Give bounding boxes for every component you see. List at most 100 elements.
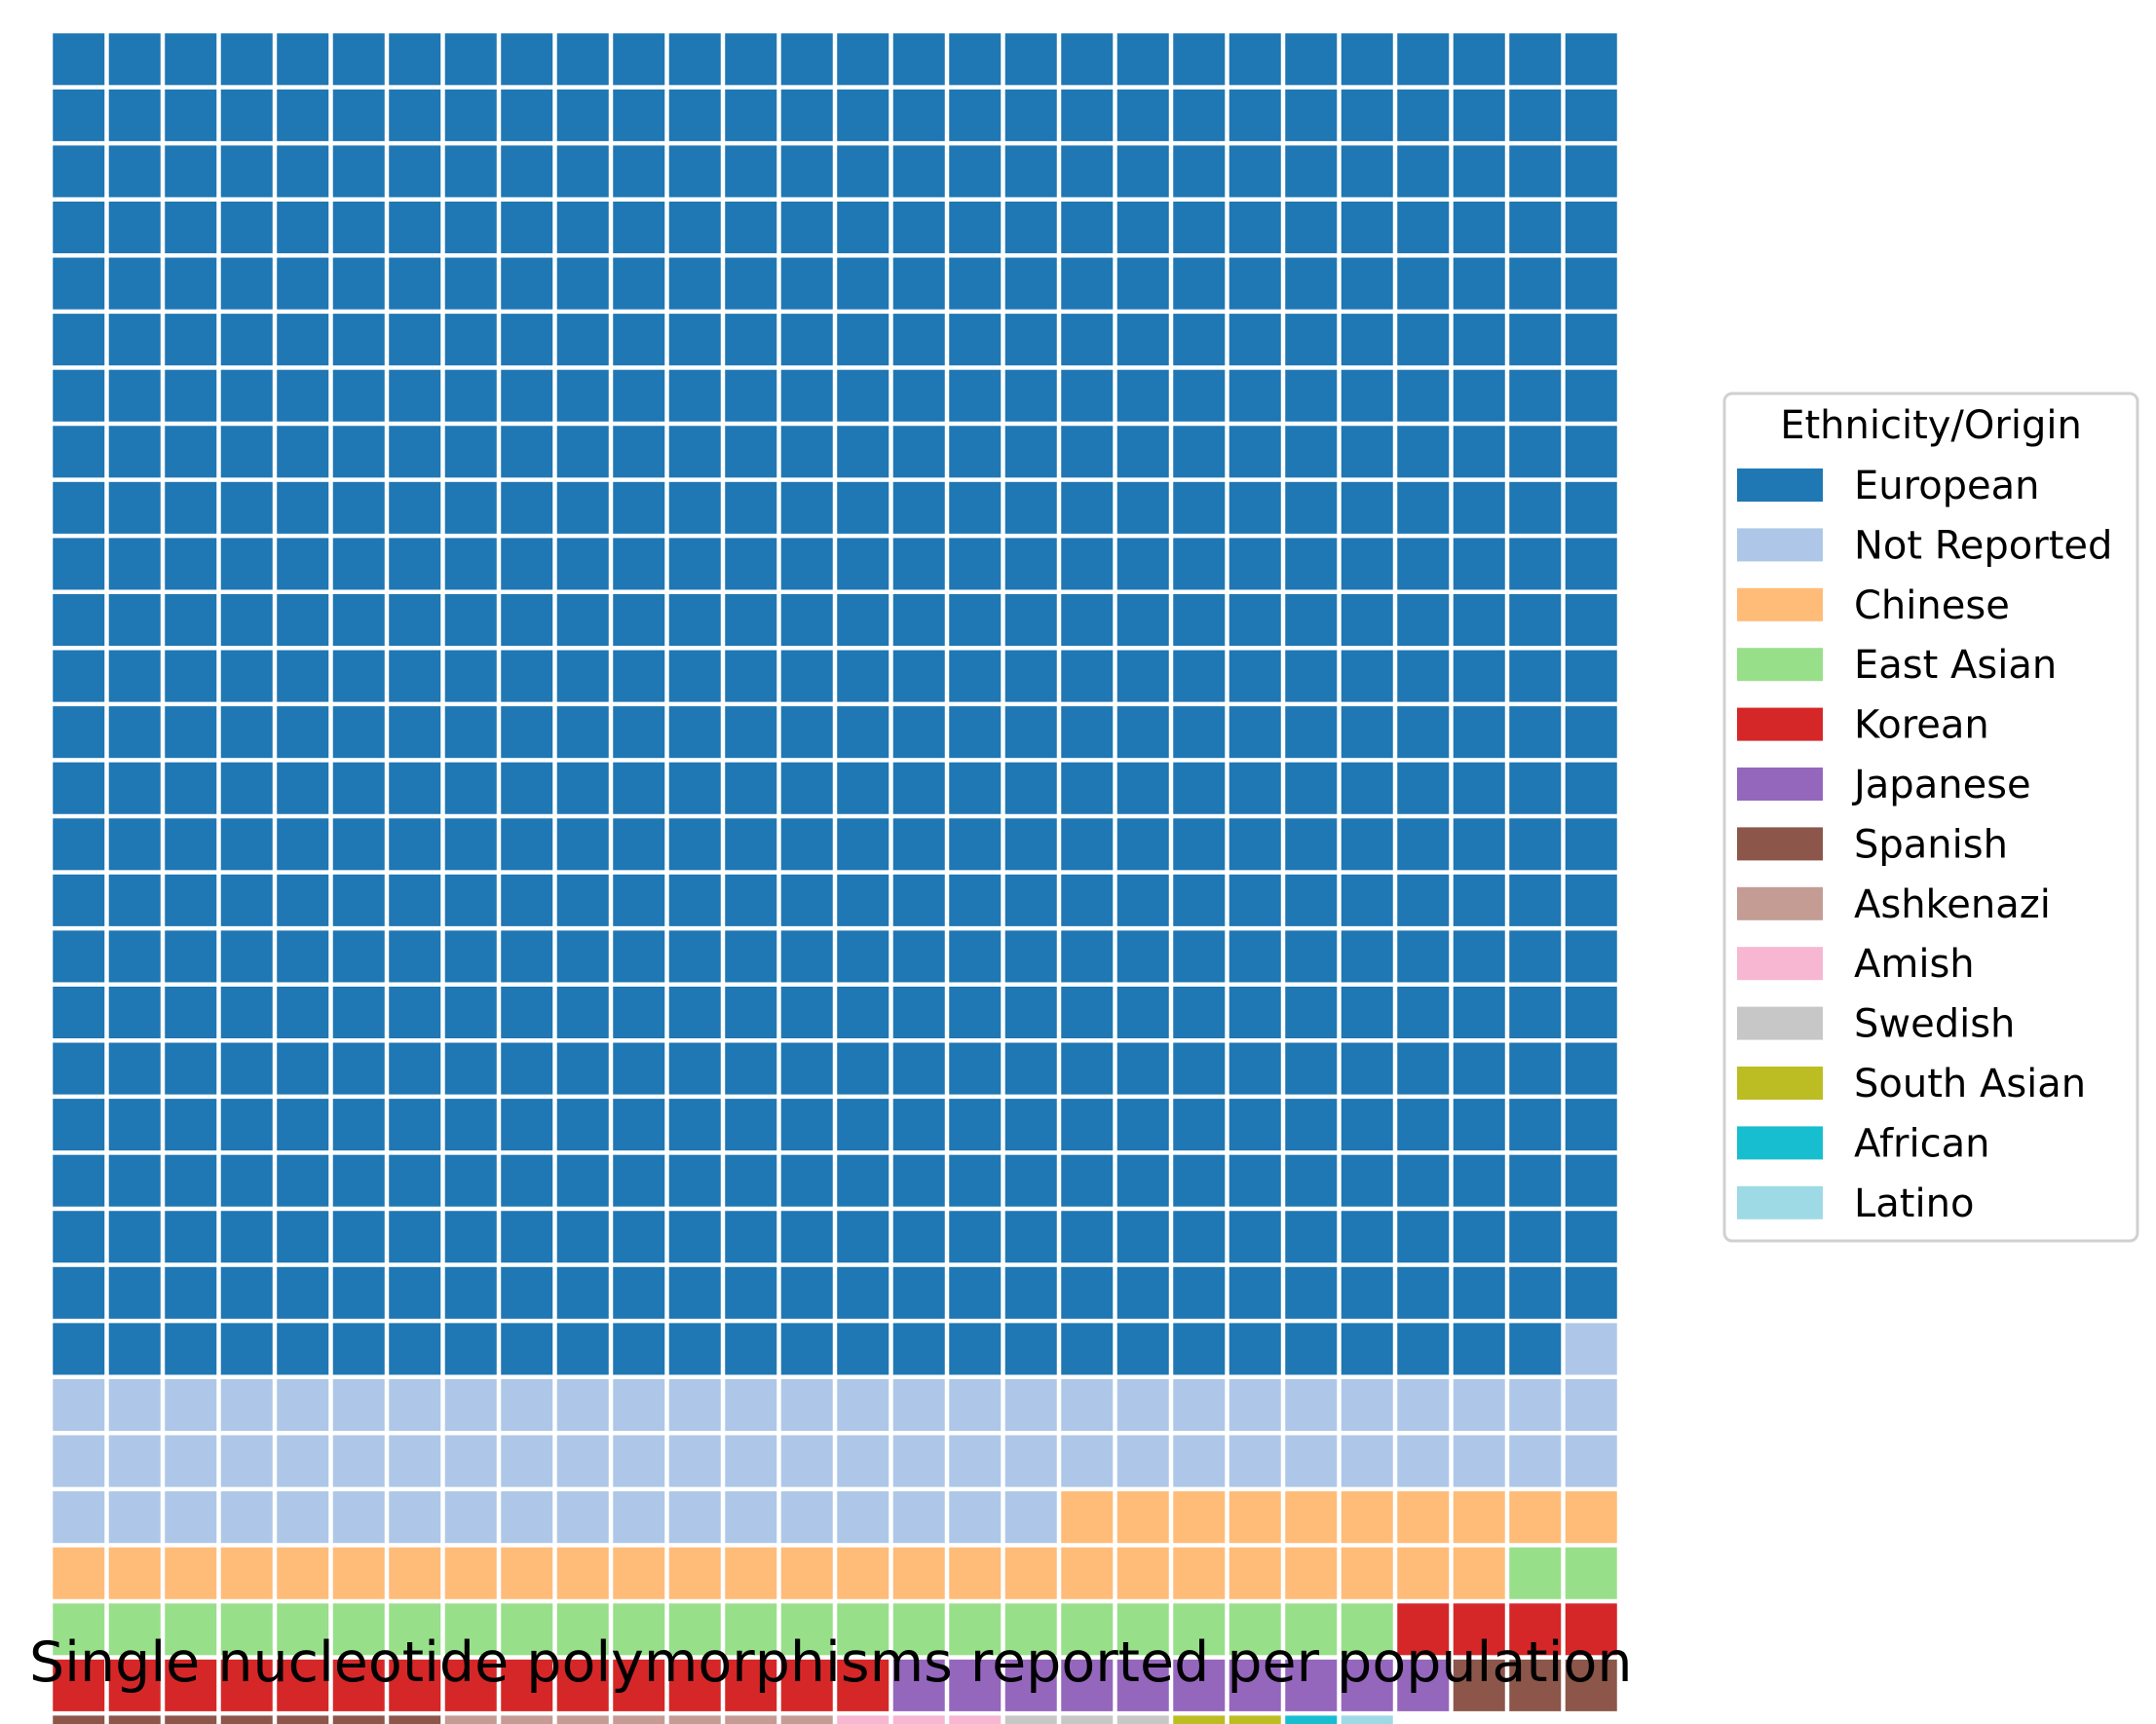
waffle-cell-korean bbox=[1397, 1603, 1450, 1656]
waffle-cell-european bbox=[1341, 426, 1393, 478]
waffle-cell-east-asian bbox=[277, 1603, 329, 1656]
waffle-cell-european bbox=[444, 201, 497, 254]
waffle-cell-chinese bbox=[501, 1547, 553, 1599]
waffle-cell-european bbox=[1173, 1211, 1226, 1263]
waffle-cell-european bbox=[1341, 257, 1393, 310]
waffle-cell-european bbox=[108, 89, 161, 141]
waffle-cell-european bbox=[165, 593, 217, 647]
waffle-cell-european bbox=[1285, 1211, 1338, 1263]
waffle-cell-european bbox=[1397, 593, 1450, 647]
waffle-cell-european bbox=[1453, 762, 1505, 814]
waffle-cell-european bbox=[53, 706, 105, 759]
waffle-cell-european bbox=[949, 201, 1002, 254]
waffle-cell-ashkenazi bbox=[780, 1715, 833, 1724]
waffle-cell-swedish bbox=[1004, 1715, 1057, 1724]
waffle-cell-european bbox=[1061, 986, 1114, 1039]
waffle-cell-european bbox=[332, 314, 385, 366]
waffle-cell-not-reported bbox=[668, 1491, 721, 1544]
waffle-cell-european bbox=[165, 538, 217, 590]
waffle-cell-european bbox=[53, 1211, 105, 1263]
waffle-cell-european bbox=[389, 706, 441, 759]
waffle-cell-european bbox=[1229, 1266, 1281, 1319]
waffle-cell-european bbox=[1173, 1266, 1226, 1319]
waffle-cell-not-reported bbox=[444, 1435, 497, 1487]
waffle-cell-european bbox=[556, 706, 609, 759]
waffle-cell-east-asian bbox=[1565, 1547, 1617, 1599]
waffle-cell-european bbox=[332, 33, 385, 86]
waffle-cell-european bbox=[1229, 201, 1281, 254]
waffle-cell-european bbox=[1565, 481, 1617, 534]
waffle-cell-european bbox=[332, 1211, 385, 1263]
waffle-cell-european bbox=[1116, 257, 1169, 310]
waffle-cell-european bbox=[892, 874, 945, 926]
waffle-cell-european bbox=[1509, 986, 1562, 1039]
waffle-cell-european bbox=[1173, 1154, 1226, 1207]
waffle-cell-european bbox=[725, 762, 777, 814]
waffle-cell-european bbox=[1004, 650, 1057, 702]
waffle-cell-chinese bbox=[1229, 1547, 1281, 1599]
waffle-cell-european bbox=[332, 650, 385, 702]
waffle-cell-european bbox=[277, 145, 329, 198]
waffle-cell-european bbox=[1173, 89, 1226, 141]
waffle-cell-not-reported bbox=[725, 1491, 777, 1544]
waffle-cell-korean bbox=[389, 1659, 441, 1711]
waffle-cell-japanese bbox=[949, 1659, 1002, 1711]
waffle-cell-spanish bbox=[1453, 1659, 1505, 1711]
waffle-cell-european bbox=[1116, 1154, 1169, 1207]
waffle-cell-european bbox=[165, 33, 217, 86]
waffle-cell-european bbox=[1341, 1211, 1393, 1263]
waffle-cell-european bbox=[277, 593, 329, 647]
waffle-cell-european bbox=[1229, 481, 1281, 534]
waffle-cell-european bbox=[1565, 762, 1617, 814]
waffle-cell-european bbox=[556, 986, 609, 1039]
waffle-cell-not-reported bbox=[1004, 1378, 1057, 1432]
waffle-cell-european bbox=[1453, 1154, 1505, 1207]
waffle-cell-european bbox=[1285, 1323, 1338, 1375]
waffle-cell-swedish bbox=[1116, 1715, 1169, 1724]
waffle-cell-european bbox=[53, 1323, 105, 1375]
waffle-cell-european bbox=[1341, 593, 1393, 647]
waffle-cell-ashkenazi bbox=[613, 1715, 665, 1724]
waffle-cell-european bbox=[1229, 1323, 1281, 1375]
waffle-cell-european bbox=[389, 762, 441, 814]
waffle-cell-european bbox=[1565, 650, 1617, 702]
waffle-cell-european bbox=[1509, 369, 1562, 422]
waffle-cell-european bbox=[1453, 593, 1505, 647]
waffle-cell-european bbox=[108, 818, 161, 871]
waffle-cell-european bbox=[53, 593, 105, 647]
waffle-cell-european bbox=[108, 1323, 161, 1375]
waffle-cell-korean bbox=[53, 1659, 105, 1711]
waffle-cell-european bbox=[389, 1154, 441, 1207]
waffle-cell-european bbox=[1004, 538, 1057, 590]
waffle-cell-european bbox=[1453, 1323, 1505, 1375]
waffle-cell-european bbox=[1116, 1211, 1169, 1263]
waffle-cell-european bbox=[1116, 314, 1169, 366]
legend-label: Ashkenazi bbox=[1854, 882, 2051, 927]
waffle-cell-european bbox=[725, 1323, 777, 1375]
legend-title: Ethnicity/Origin bbox=[1780, 403, 2082, 448]
waffle-cell-not-reported bbox=[613, 1378, 665, 1432]
waffle-cell-not-reported bbox=[949, 1378, 1002, 1432]
waffle-cell-not-reported bbox=[668, 1378, 721, 1432]
waffle-cell-european bbox=[668, 762, 721, 814]
waffle-cell-east-asian bbox=[220, 1603, 273, 1656]
waffle-cell-south-asian bbox=[1229, 1715, 1281, 1724]
waffle-cell-european bbox=[780, 986, 833, 1039]
waffle-cell-european bbox=[220, 481, 273, 534]
waffle-cell-european bbox=[53, 538, 105, 590]
waffle-cell-chinese bbox=[277, 1547, 329, 1599]
legend-label: Swedish bbox=[1854, 1002, 2015, 1047]
legend-items: European Not Reported Chinese East Asian Kor… bbox=[1737, 464, 2112, 1226]
waffle-cell-european bbox=[1453, 33, 1505, 86]
waffle-cell-european bbox=[668, 145, 721, 198]
waffle-cell-european bbox=[1173, 481, 1226, 534]
waffle-cell-korean bbox=[1565, 1603, 1617, 1656]
waffle-cell-european bbox=[1116, 481, 1169, 534]
waffle-cell-european bbox=[501, 650, 553, 702]
waffle-cell-european bbox=[1116, 369, 1169, 422]
waffle-cell-european bbox=[501, 145, 553, 198]
waffle-cell-european bbox=[1453, 89, 1505, 141]
waffle-cell-european bbox=[1061, 314, 1114, 366]
waffle-cell-european bbox=[949, 1042, 1002, 1095]
waffle-cell-european bbox=[501, 986, 553, 1039]
